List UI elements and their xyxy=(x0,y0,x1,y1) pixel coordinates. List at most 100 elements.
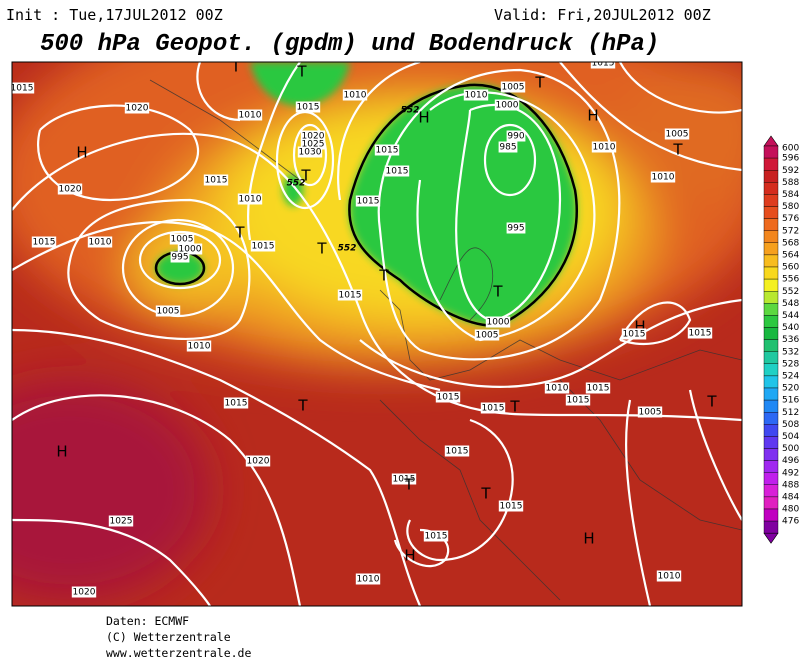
isobar-label: 995 xyxy=(171,253,188,263)
colorbar-label: 480 xyxy=(782,505,799,515)
colorbar-swatch xyxy=(763,206,779,219)
colorbar-label: 532 xyxy=(782,347,799,357)
colorbar-label: 500 xyxy=(782,444,799,454)
isobar-label-bg xyxy=(506,222,526,234)
isobar-label-bg xyxy=(506,130,526,142)
isobar-label: 1020 xyxy=(247,457,270,467)
colorbar-swatch xyxy=(763,266,779,280)
isobar-label: 1005 xyxy=(157,307,180,317)
isobar-label-bg xyxy=(423,530,449,542)
pressure-center: H xyxy=(418,109,429,127)
isobar-label-bg xyxy=(71,586,97,598)
isobar-label: 1025 xyxy=(302,140,325,150)
colorbar-swatch xyxy=(763,254,779,268)
isobar-label-bg xyxy=(591,141,617,153)
isobar-label: 1010 xyxy=(188,342,211,352)
pressure-center: T xyxy=(297,397,308,415)
colorbar-label: 588 xyxy=(782,178,799,188)
pressure-center: H xyxy=(587,107,598,125)
geopotential-label: 552 xyxy=(338,244,357,254)
colorbar-label: 484 xyxy=(782,492,799,502)
isobar-label: 1010 xyxy=(465,91,488,101)
isobar-label-bg xyxy=(186,340,212,352)
isobar-label-bg xyxy=(87,236,113,248)
geopotential-label: 552 xyxy=(401,106,420,116)
valid-time: Valid: Fri,20JUL2012 00Z xyxy=(494,6,711,24)
isobar-label-bg xyxy=(391,473,417,485)
colorbar-label: 536 xyxy=(782,335,799,345)
colorbar-swatch xyxy=(763,242,779,256)
isobar-label: 1010 xyxy=(652,173,675,183)
pressure-center: H xyxy=(76,144,87,162)
colorbar-swatch xyxy=(763,315,779,328)
colorbar-swatch xyxy=(763,412,779,425)
colorbar-label: 516 xyxy=(782,396,799,406)
isobar-label-bg xyxy=(295,101,321,113)
colorbar-label: 512 xyxy=(782,408,799,418)
isobar-label: 1010 xyxy=(239,195,262,205)
colorbar-label: 572 xyxy=(782,226,799,236)
pressure-center: T xyxy=(492,283,503,301)
isobar-label: 1010 xyxy=(89,238,112,248)
map-frame xyxy=(11,61,743,607)
colorbar-swatch xyxy=(763,169,779,183)
colorbar-cap-top xyxy=(763,135,779,147)
pressure-center: T xyxy=(509,398,520,416)
pressure-center: T xyxy=(296,63,307,81)
colorbar-label: 580 xyxy=(782,202,799,212)
colorbar-label: 568 xyxy=(782,238,799,248)
isobar-label: 1015 xyxy=(437,393,460,403)
colorbar-swatch xyxy=(763,520,779,534)
colorbar-swatch xyxy=(763,182,779,195)
colorbar-label: 596 xyxy=(782,154,799,164)
pressure-center: T xyxy=(534,74,545,92)
colorbar-swatch xyxy=(763,424,779,437)
pressure-center: H xyxy=(583,530,594,548)
colorbar-label: 520 xyxy=(782,384,799,394)
isobar-label-bg xyxy=(585,382,611,394)
isobar-label: 1015 xyxy=(339,291,362,301)
isobar-label: 1025 xyxy=(110,517,133,527)
isobar-label-bg xyxy=(124,102,150,114)
colorbar-swatch xyxy=(763,303,779,316)
colorbar-swatch xyxy=(763,448,779,461)
colorbar-swatch xyxy=(763,375,779,389)
colorbar-swatch xyxy=(763,484,779,498)
isobar-label: 1020 xyxy=(73,588,96,598)
isobar-label-bg xyxy=(565,394,591,406)
pressure-center: T xyxy=(672,141,683,159)
isobar-label-bg xyxy=(203,174,229,186)
pressure-center: H xyxy=(634,318,645,336)
colorbar-swatch xyxy=(763,194,779,207)
isobar-label: 1015 xyxy=(393,475,416,485)
isobar-label: 1005 xyxy=(666,130,689,140)
colorbar-label: 584 xyxy=(782,190,799,200)
pressure-center: T xyxy=(403,476,414,494)
isobar-label: 1015 xyxy=(592,59,615,69)
isobar-label-bg xyxy=(474,329,500,341)
isobar-label: 990 xyxy=(507,132,524,142)
colorbar-swatch xyxy=(763,387,779,401)
isobar-label: 1010 xyxy=(546,384,569,394)
isobar-label: 1010 xyxy=(357,575,380,585)
isobar-label: 1010 xyxy=(658,572,681,582)
colorbar-label: 476 xyxy=(782,517,799,527)
isobar-label-bg xyxy=(108,515,134,527)
isobar-label-bg xyxy=(435,391,461,403)
isobar-label-bg xyxy=(223,397,249,409)
isobar-label-bg xyxy=(374,144,400,156)
colorbar-label: 496 xyxy=(782,456,799,466)
isobar-label: 1015 xyxy=(225,399,248,409)
map-title: 500 hPa Geopot. (gpdm) und Bodendruck (h… xyxy=(40,31,659,58)
isobar-label-bg xyxy=(498,500,524,512)
colorbar-label: 600 xyxy=(782,144,799,154)
init-time: Init : Tue,17JUL2012 00Z xyxy=(6,6,223,24)
isobar-label: 1015 xyxy=(425,532,448,542)
colorbar-label: 528 xyxy=(782,359,799,369)
colorbar-label: 592 xyxy=(782,166,799,176)
colorbar-label: 564 xyxy=(782,250,799,260)
isobar-label-bg xyxy=(384,165,410,177)
pressure-center: T xyxy=(300,167,311,185)
colorbar-swatch xyxy=(763,508,779,522)
